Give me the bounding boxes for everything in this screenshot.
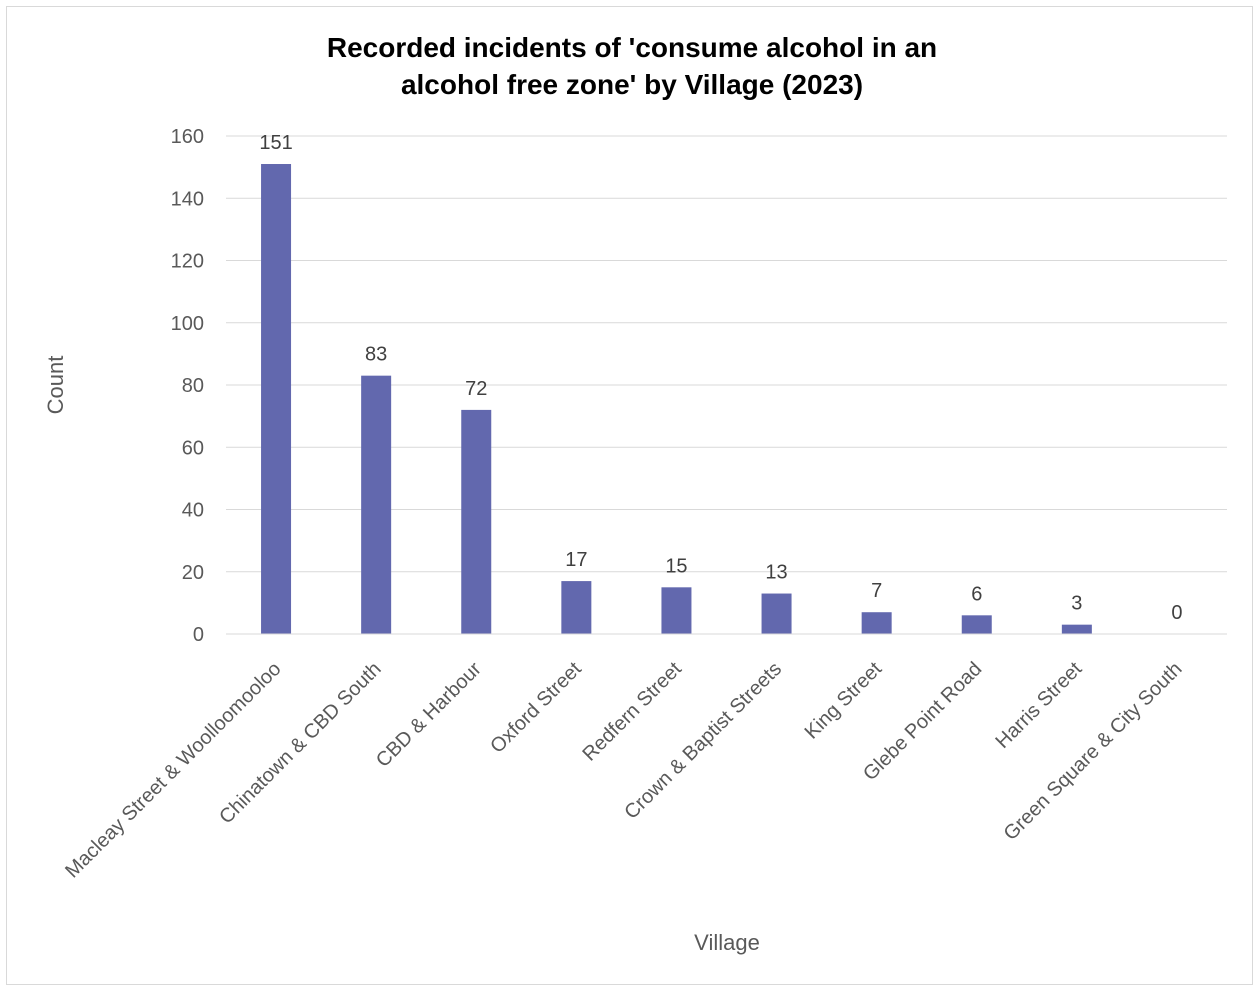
y-tick-label: 80: [182, 375, 204, 397]
bar: [461, 409, 492, 634]
chart-title-line-1: Recorded incidents of 'consume alcohol i…: [327, 32, 937, 63]
gridlines: [226, 135, 1227, 573]
y-tick-label: 0: [193, 624, 204, 646]
x-category-label: CBD & Harbour: [372, 658, 486, 772]
x-category-label: King Street: [801, 658, 887, 744]
data-label: 151: [259, 132, 292, 154]
bar: [961, 615, 992, 634]
data-label: 6: [971, 583, 982, 605]
y-tick-label: 20: [182, 562, 204, 584]
y-tick-label: 100: [171, 313, 204, 335]
data-label: 3: [1071, 593, 1082, 615]
chart-frame: [6, 6, 1253, 985]
data-labels: 151 83 72 17 15 13 7 6 3 0: [259, 132, 1182, 624]
x-category-label: Macleay Street & Woolloomooloo: [61, 658, 285, 882]
data-label: 17: [565, 549, 587, 571]
data-label: 72: [465, 378, 487, 400]
y-tick-label: 120: [171, 251, 204, 273]
y-axis-tick-labels: 0 20 40 60 80 100 120 140 160: [171, 126, 204, 646]
bar: [561, 581, 592, 634]
data-label: 7: [871, 580, 882, 602]
bar: [361, 375, 392, 634]
bar: [861, 612, 892, 634]
bar: [261, 164, 292, 634]
bar: [1061, 624, 1092, 634]
y-tick-label: 140: [171, 188, 204, 210]
chart-title: Recorded incidents of 'consume alcohol i…: [327, 32, 937, 100]
data-label: 0: [1171, 602, 1182, 624]
data-label: 83: [365, 344, 387, 366]
y-tick-label: 60: [182, 437, 204, 459]
x-category-label: Chinatown & CBD South: [215, 658, 385, 828]
x-category-label: Green Square & City South: [1000, 658, 1187, 845]
x-category-label: Redfern Street: [578, 658, 686, 766]
x-axis-title: Village: [694, 930, 760, 955]
bar: [661, 587, 692, 634]
data-label: 15: [665, 555, 687, 577]
y-tick-label: 40: [182, 500, 204, 522]
x-category-label: Oxford Street: [486, 658, 586, 758]
data-label: 13: [765, 562, 787, 584]
bars: [261, 164, 1092, 634]
x-category-label: Harris Street: [991, 658, 1086, 753]
chart-title-line-2: alcohol free zone' by Village (2023): [401, 69, 863, 100]
y-axis-title: Count: [43, 356, 68, 415]
x-axis-category-labels: Macleay Street & WoolloomoolooChinatown …: [61, 658, 1186, 883]
y-tick-label: 160: [171, 126, 204, 148]
bar: [761, 593, 792, 634]
